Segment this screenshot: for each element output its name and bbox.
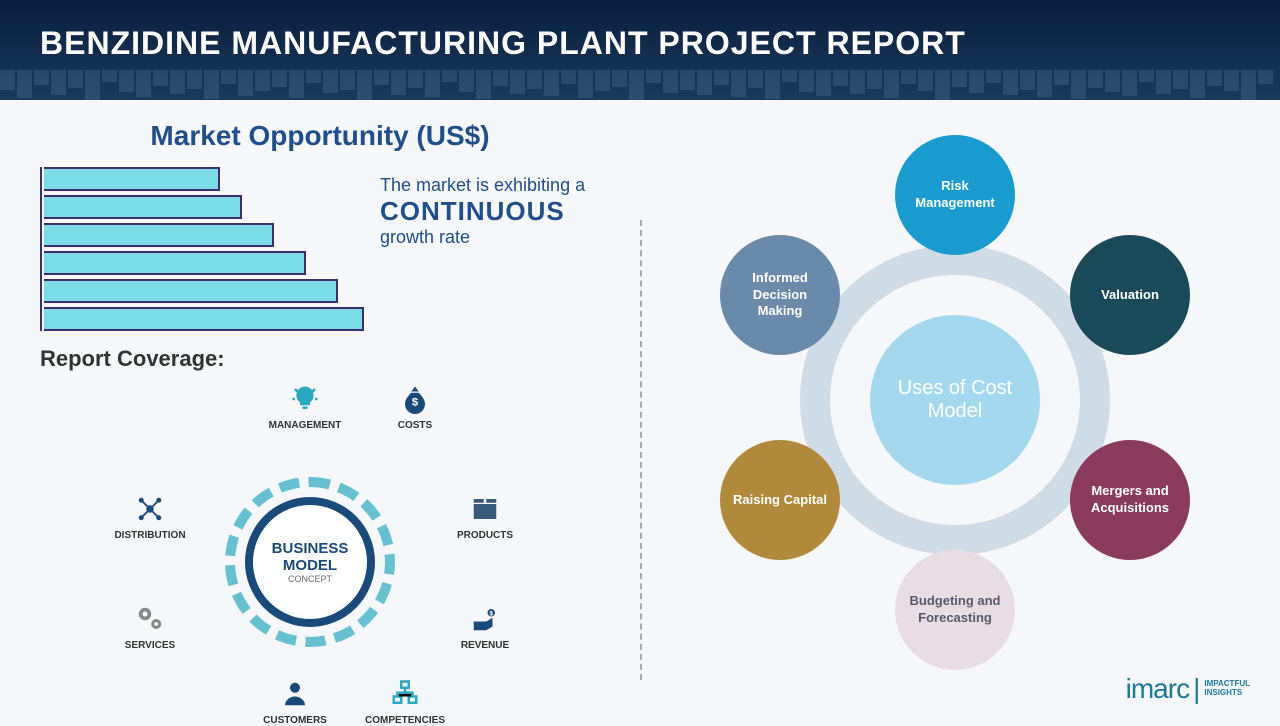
bm-item-products: PRODUCTS (440, 492, 530, 541)
lightbulb-icon (288, 382, 322, 416)
logo-sub2: INSIGHTS (1204, 689, 1250, 698)
chart-bar (44, 195, 242, 219)
bm-center-sub: CONCEPT (288, 574, 332, 584)
content-area: Market Opportunity (US$) The market is e… (0, 100, 1280, 720)
cost-model-diagram: Uses of Cost Model Risk ManagementValuat… (685, 140, 1235, 690)
chart-bar (44, 279, 338, 303)
cost-model-node: Informed Decision Making (720, 235, 840, 355)
market-opportunity-title: Market Opportunity (US$) (40, 120, 600, 152)
person-icon (278, 677, 312, 711)
bm-item-competencies: COMPETENCIES (360, 677, 450, 726)
bm-item-label: CUSTOMERS (250, 715, 340, 726)
page-title: BENZIDINE MANUFACTURING PLANT PROJECT RE… (0, 0, 1280, 62)
cost-model-node: Budgeting and Forecasting (895, 550, 1015, 670)
svg-text:$: $ (412, 396, 419, 408)
business-model-center: BUSINESS MODEL CONCEPT (245, 497, 375, 627)
growth-line2: growth rate (380, 227, 585, 248)
moneybag-icon: $ (398, 382, 432, 416)
bm-item-label: DISTRIBUTION (105, 530, 195, 541)
bm-item-label: SERVICES (105, 640, 195, 651)
chart-bar (44, 223, 274, 247)
chart-bar (44, 251, 306, 275)
logo-separator: | (1193, 673, 1200, 705)
cost-model-center: Uses of Cost Model (870, 315, 1040, 485)
bm-item-label: COSTS (370, 420, 460, 431)
bm-center-line2: MODEL (283, 557, 337, 574)
skyline-decoration (0, 70, 1280, 100)
cost-model-node: Valuation (1070, 235, 1190, 355)
bm-item-services: SERVICES (105, 602, 195, 651)
cost-model-node: Mergers and Acquisitions (1070, 440, 1190, 560)
bm-item-label: REVENUE (440, 640, 530, 651)
gears-icon (133, 602, 167, 636)
chart-bar (44, 307, 364, 331)
hand-icon: $ (468, 602, 502, 636)
header-banner: BENZIDINE MANUFACTURING PLANT PROJECT RE… (0, 0, 1280, 100)
bm-item-revenue: $ REVENUE (440, 602, 530, 651)
logo-text: imarc (1126, 673, 1189, 705)
bm-item-distribution: DISTRIBUTION (105, 492, 195, 541)
grid-icon (388, 677, 422, 711)
right-panel: Uses of Cost Model Risk Management Valuat… (640, 100, 1280, 720)
bm-item-label: COMPETENCIES (360, 715, 450, 726)
box-icon (468, 492, 502, 526)
bm-item-management: MANAGEMENT (260, 382, 350, 431)
bm-item-label: MANAGEMENT (260, 420, 350, 431)
bm-item-customers: CUSTOMERS (250, 677, 340, 726)
cost-model-node: Raising Capital (720, 440, 840, 560)
growth-emphasis: CONTINUOUS (380, 196, 585, 227)
chart-bar (44, 167, 220, 191)
growth-text: The market is exhibiting a CONTINUOUS gr… (380, 175, 585, 248)
report-coverage-heading: Report Coverage: (40, 346, 600, 372)
imarc-logo: imarc | IMPACTFUL INSIGHTS (1126, 673, 1250, 705)
growth-line1: The market is exhibiting a (380, 175, 585, 196)
network-icon (133, 492, 167, 526)
bm-center-line1: BUSINESS (272, 540, 349, 557)
bm-item-costs: $ COSTS (370, 382, 460, 431)
left-panel: Market Opportunity (US$) The market is e… (0, 100, 640, 720)
svg-text:$: $ (490, 610, 494, 617)
bm-item-label: PRODUCTS (440, 530, 530, 541)
cost-model-node: Risk Management (895, 135, 1015, 255)
business-model-diagram: BUSINESS MODEL CONCEPT MANAGEMENT $ COSTS P… (70, 372, 570, 722)
